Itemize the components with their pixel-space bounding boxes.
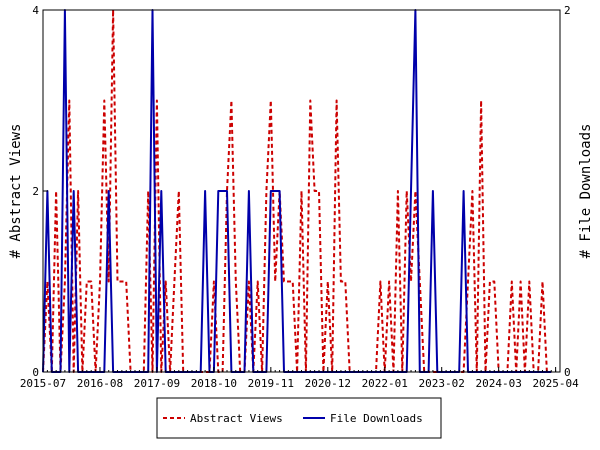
x-tick-label: 2022-01 <box>362 377 408 390</box>
x-tick-label: 2025-04 <box>532 377 579 390</box>
y-axis-right-title: # File Downloads <box>578 124 594 259</box>
legend-label-file-downloads: File Downloads <box>330 412 423 425</box>
x-axis: 2015-07 2016-08 2017-09 2018-10 2019-11 2020-… <box>20 367 579 390</box>
x-tick-label: 2017-09 <box>134 377 180 390</box>
x-tick-label: 2018-10 <box>191 377 237 390</box>
x-tick-label: 2019-11 <box>248 377 294 390</box>
y-left-tick-label: 2 <box>32 185 39 198</box>
series-line-abstract-views <box>42 9 552 373</box>
x-tick-label: 2016-08 <box>77 377 123 390</box>
x-tick-label: 2024-03 <box>475 377 521 390</box>
y-right-tick-label: 0 <box>564 366 571 379</box>
x-tick-label: 2015-07 <box>20 377 66 390</box>
legend: Abstract Views File Downloads <box>156 397 442 439</box>
y-right-tick-label: 2 <box>564 4 571 17</box>
y-left-tick-label: 0 <box>32 366 39 379</box>
y-left-tick-label: 4 <box>32 4 39 17</box>
legend-label-abstract-views: Abstract Views <box>190 412 283 425</box>
y-axis-right: 02 <box>555 4 571 379</box>
y-axis-left: 0 2 4 <box>32 4 48 379</box>
x-tick-label: 2020-12 <box>305 377 351 390</box>
plot-area <box>43 10 560 372</box>
y-axis-left-title: # Abstract Views <box>8 124 24 259</box>
x-tick-label: 2023-02 <box>419 377 465 390</box>
legend-box <box>156 397 442 439</box>
